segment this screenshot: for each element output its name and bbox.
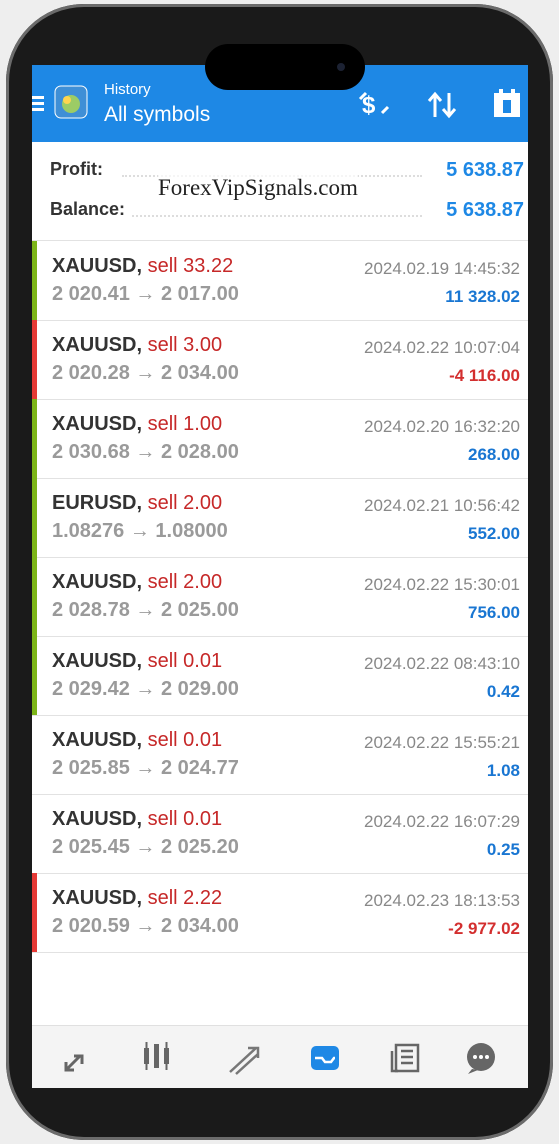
trade-profit: 11 328.02 <box>445 287 520 306</box>
chart-icon[interactable] <box>144 1042 169 1070</box>
trade-title: XAUUSD, sell 2.00 <box>52 571 222 594</box>
close-time: 2024.02.22 08:43:10 <box>364 654 520 673</box>
trade-list: XAUUSD, sell 33.22 2024.02.19 14:45:32 2 0… <box>32 240 528 953</box>
menu-icon[interactable] <box>32 95 46 113</box>
trade-profit: 0.25 <box>486 840 520 859</box>
symbol: XAUUSD, <box>52 255 143 277</box>
sort-icon[interactable] <box>426 89 460 121</box>
news-icon[interactable] <box>390 1043 420 1073</box>
trade-profit: 0.42 <box>486 682 520 701</box>
symbol: XAUUSD, <box>52 887 143 909</box>
watermark: ForexVipSignals.com <box>158 175 358 201</box>
header-title[interactable]: All symbols <box>104 103 211 126</box>
trade-icon[interactable] <box>229 1046 260 1075</box>
action: sell 0.01 <box>147 808 223 830</box>
action: sell 2.00 <box>147 492 223 514</box>
side-marker <box>32 636 37 715</box>
svg-text:$: $ <box>362 92 376 119</box>
prices: 2 028.78 → 2 025.00 <box>52 599 239 621</box>
side-marker <box>32 320 37 399</box>
trade-row[interactable]: XAUUSD, sell 0.01 2024.02.22 16:07:29 2 02… <box>32 794 528 874</box>
profit-label: Profit: <box>50 159 103 179</box>
trade-row[interactable]: XAUUSD, sell 2.00 2024.02.22 15:30:01 2 02… <box>32 557 528 637</box>
symbol: XAUUSD, <box>52 650 143 672</box>
trade-title: XAUUSD, sell 33.22 <box>52 255 233 278</box>
trade-profit: 1.08 <box>486 761 520 780</box>
prices: 1.08276 → 1.08000 <box>52 520 228 542</box>
trade-row[interactable]: XAUUSD, sell 3.00 2024.02.22 10:07:04 2 02… <box>32 320 528 400</box>
prices: 2 020.41 → 2 017.00 <box>52 283 239 305</box>
leader-dots <box>132 215 422 217</box>
close-time: 2024.02.20 16:32:20 <box>364 417 520 436</box>
bottom-nav <box>32 1025 528 1088</box>
trade-profit: -4 116.00 <box>449 366 520 385</box>
trade-title: XAUUSD, sell 0.01 <box>52 808 222 831</box>
prices: 2 025.85 → 2 024.77 <box>52 757 239 779</box>
header-subtitle: History <box>104 81 151 98</box>
calendar-icon[interactable] <box>492 87 522 119</box>
trade-profit: -2 977.02 <box>448 919 520 938</box>
symbol: XAUUSD, <box>52 571 143 593</box>
close-time: 2024.02.22 10:07:04 <box>364 338 520 357</box>
action: sell 1.00 <box>147 413 223 435</box>
trade-row[interactable]: XAUUSD, sell 1.00 2024.02.20 16:32:20 2 03… <box>32 399 528 479</box>
trade-row[interactable]: EURUSD, sell 2.00 2024.02.21 10:56:42 1.08… <box>32 478 528 558</box>
side-marker <box>32 478 37 557</box>
close-time: 2024.02.19 14:45:32 <box>364 259 520 278</box>
symbol: XAUUSD, <box>52 729 143 751</box>
currency-icon[interactable]: $ <box>358 89 392 121</box>
action: sell 0.01 <box>147 729 223 751</box>
action: sell 2.00 <box>147 571 223 593</box>
symbol: EURUSD, <box>52 492 143 514</box>
symbol: XAUUSD, <box>52 808 143 830</box>
prices: 2 029.42 → 2 029.00 <box>52 678 239 700</box>
chat-icon[interactable] <box>467 1043 495 1074</box>
screen: History All symbols $ Profit: 5 638.87 B… <box>32 65 528 1088</box>
symbol: XAUUSD, <box>52 334 143 356</box>
balance-label: Balance: <box>50 199 126 219</box>
close-time: 2024.02.22 15:30:01 <box>364 575 520 594</box>
symbol: XAUUSD, <box>52 413 143 435</box>
side-marker <box>32 399 37 478</box>
trade-profit: 756.00 <box>468 603 520 622</box>
action: sell 33.22 <box>147 255 234 277</box>
trade-title: XAUUSD, sell 3.00 <box>52 334 222 357</box>
balance-value: 5 638.87 <box>446 199 524 221</box>
trade-row[interactable]: XAUUSD, sell 0.01 2024.02.22 08:43:10 2 02… <box>32 636 528 716</box>
close-time: 2024.02.22 16:07:29 <box>364 812 520 831</box>
close-time: 2024.02.21 10:56:42 <box>364 496 520 515</box>
side-marker <box>32 241 37 320</box>
app-icon[interactable] <box>54 85 88 119</box>
close-time: 2024.02.22 15:55:21 <box>364 733 520 752</box>
profit-value: 5 638.87 <box>446 159 524 181</box>
prices: 2 025.45 → 2 025.20 <box>52 836 239 858</box>
trade-profit: 552.00 <box>468 524 520 543</box>
close-time: 2024.02.23 18:13:53 <box>364 891 520 910</box>
trade-row[interactable]: XAUUSD, sell 33.22 2024.02.19 14:45:32 2 0… <box>32 241 528 321</box>
history-icon[interactable] <box>311 1046 339 1070</box>
trade-row[interactable]: XAUUSD, sell 2.22 2024.02.23 18:13:53 2 02… <box>32 873 528 953</box>
camera <box>337 63 345 71</box>
dynamic-island <box>205 44 365 90</box>
trade-title: EURUSD, sell 2.00 <box>52 492 222 515</box>
prices: 2 020.59 → 2 034.00 <box>52 915 239 937</box>
action: sell 0.01 <box>147 650 223 672</box>
trade-title: XAUUSD, sell 1.00 <box>52 413 222 436</box>
prices: 2 030.68 → 2 028.00 <box>52 441 239 463</box>
action: sell 2.22 <box>147 887 223 909</box>
trade-title: XAUUSD, sell 0.01 <box>52 650 222 673</box>
trade-row[interactable]: XAUUSD, sell 0.01 2024.02.22 15:55:21 2 02… <box>32 715 528 795</box>
side-marker <box>32 873 37 952</box>
action: sell 3.00 <box>147 334 223 356</box>
quotes-icon[interactable] <box>64 1054 84 1072</box>
trade-title: XAUUSD, sell 0.01 <box>52 729 222 752</box>
prices: 2 020.28 → 2 034.00 <box>52 362 239 384</box>
side-marker <box>32 557 37 636</box>
trade-title: XAUUSD, sell 2.22 <box>52 887 222 910</box>
trade-profit: 268.00 <box>468 445 520 464</box>
nav-icons <box>64 1042 495 1075</box>
